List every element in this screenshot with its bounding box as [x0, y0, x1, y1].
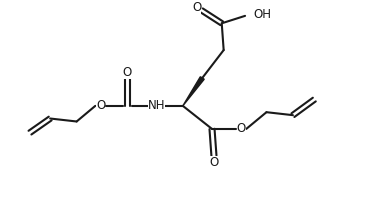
Text: NH: NH — [148, 99, 165, 112]
Text: OH: OH — [254, 8, 272, 21]
Text: O: O — [123, 66, 132, 79]
Text: O: O — [96, 99, 105, 112]
Text: O: O — [209, 156, 219, 169]
Polygon shape — [183, 77, 204, 106]
Text: O: O — [237, 122, 246, 135]
Text: O: O — [192, 1, 202, 14]
